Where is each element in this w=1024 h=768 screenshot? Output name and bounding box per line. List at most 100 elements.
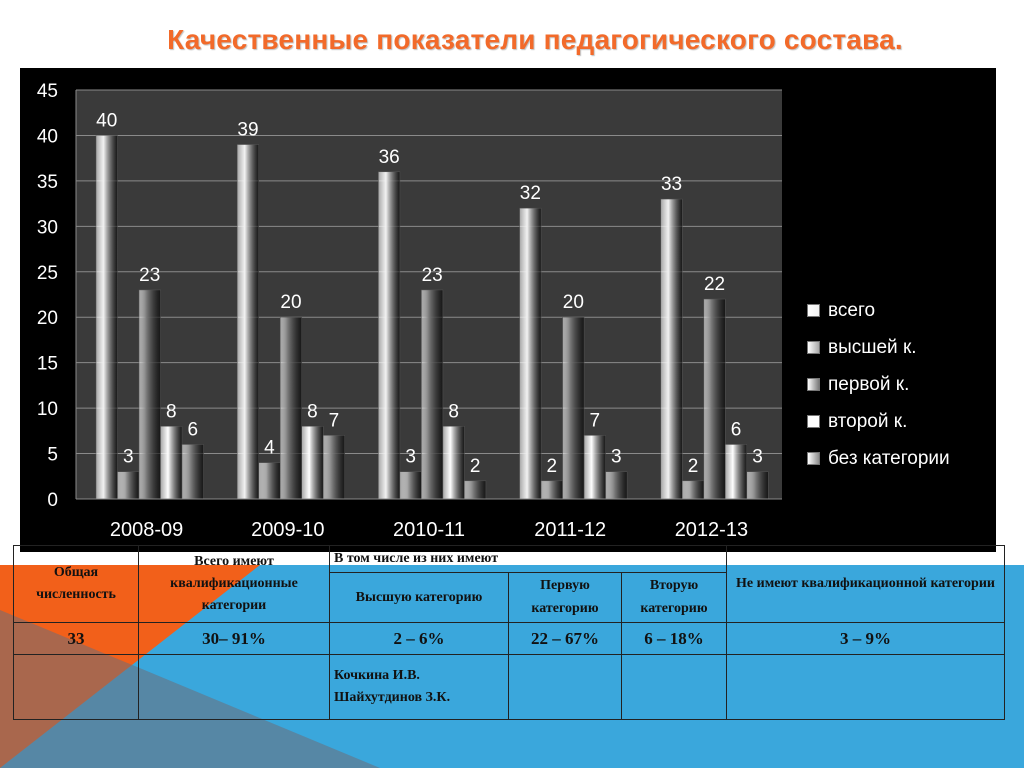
bar: [442, 426, 465, 500]
legend-item: высшей к.: [807, 329, 950, 366]
value-categories: 30– 91%: [138, 622, 330, 656]
value-total: 33: [13, 622, 139, 656]
data-label: 33: [661, 174, 682, 195]
legend-swatch: [807, 341, 820, 354]
table-row: 33 30– 91% 2 – 6% 22 – 67% 6 – 18% 3 – 9…: [13, 622, 1005, 656]
legend-swatch: [807, 304, 820, 317]
empty-cell: [508, 654, 622, 721]
data-label: 6: [731, 419, 742, 440]
page-title: Качественные показатели педагогического …: [167, 24, 903, 55]
data-label: 8: [448, 401, 459, 422]
bar: [583, 435, 606, 500]
header-of-them: В том числе из них имеют: [329, 544, 727, 574]
data-label: 36: [379, 147, 400, 168]
bar: [519, 207, 542, 500]
data-label: 20: [280, 292, 301, 313]
table-header-row: Общая численность Всего имеют квалификац…: [13, 544, 1005, 624]
data-label: 8: [307, 401, 318, 422]
value-highest: 2 – 6%: [329, 622, 509, 656]
data-label: 3: [752, 447, 763, 468]
data-label: 3: [405, 447, 416, 468]
bar: [746, 471, 769, 500]
teacher-name-1: Кочкина И.В.: [334, 667, 420, 683]
header-none: Не имеют квалификационной категории: [726, 544, 1005, 624]
y-tick-label: 40: [37, 126, 58, 147]
chart-legend: всего высшей к. первой к. второй к. без кате…: [807, 292, 950, 477]
empty-cell: [726, 654, 1005, 721]
empty-cell: [138, 654, 330, 721]
header-first: Первую категорию: [508, 572, 622, 624]
bar: [138, 289, 161, 500]
y-tick-label: 20: [37, 308, 58, 329]
bar: [322, 435, 345, 500]
legend-swatch: [807, 415, 820, 428]
chart-area: 0 5 10 15 20 25 30 35 40 45 40 3 23 8 6 2008-09 39 4 20 8 7 2…: [20, 68, 996, 552]
legend-item: второй к.: [807, 403, 950, 440]
header-total: Общая численность: [13, 544, 139, 624]
legend-item: первой к.: [807, 366, 950, 403]
bar: [181, 444, 204, 500]
legend-label: первой к.: [828, 373, 910, 395]
bar: [117, 471, 140, 500]
bar: [95, 135, 118, 500]
table-row: Кочкина И.В. Шайхутдинов З.К.: [13, 654, 1005, 721]
data-label: 22: [704, 274, 725, 295]
x-tick-label: 2008-09: [110, 519, 183, 541]
value-none: 3 – 9%: [726, 622, 1005, 656]
data-label: 20: [563, 292, 584, 313]
bar: [160, 426, 183, 500]
y-tick-label: 10: [37, 399, 58, 420]
legend-label: высшей к.: [828, 336, 917, 358]
data-label: 2: [547, 456, 558, 477]
legend-label: второй к.: [828, 410, 908, 432]
y-tick-label: 30: [37, 217, 58, 238]
data-label: 7: [590, 410, 601, 431]
data-label: 8: [166, 401, 177, 422]
bar: [703, 298, 726, 500]
table-subheader-row: Высшую категорию Первую категорию Вторую…: [14, 572, 1005, 624]
data-label: 39: [237, 120, 258, 141]
y-tick-label: 15: [37, 354, 58, 375]
x-tick-label: 2010-11: [393, 519, 465, 541]
legend-label: без категории: [828, 447, 950, 469]
bar: [399, 471, 422, 500]
bar: [562, 316, 585, 500]
x-tick-label: 2011-12: [534, 519, 606, 541]
teacher-name-2: Шайхутдинов З.К.: [334, 690, 451, 706]
legend-item: всего: [807, 292, 950, 329]
bar: [258, 462, 281, 500]
data-label: 4: [264, 438, 275, 459]
bar: [378, 171, 401, 500]
header-second: Вторую категорию: [621, 572, 727, 624]
bar: [682, 480, 705, 500]
data-label: 6: [187, 419, 198, 440]
value-first: 22 – 67%: [508, 622, 622, 656]
x-tick-label: 2012-13: [675, 519, 748, 541]
y-tick-label: 5: [47, 445, 58, 466]
legend-item: без категории: [807, 440, 950, 477]
bar: [301, 426, 324, 500]
bar: [236, 144, 259, 500]
data-label: 40: [96, 110, 117, 131]
bar: [725, 444, 748, 500]
data-label: 2: [470, 456, 481, 477]
data-label: 32: [520, 183, 541, 204]
y-tick-label: 45: [37, 81, 58, 102]
y-tick-label: 25: [37, 263, 58, 284]
bar: [279, 316, 302, 500]
y-tick-label: 0: [47, 490, 58, 511]
bar: [660, 198, 683, 500]
data-label: 2: [688, 456, 699, 477]
bar: [605, 471, 628, 500]
header-categories: Всего имеют квалификационные категории: [138, 544, 330, 624]
value-second: 6 – 18%: [621, 622, 727, 656]
legend-swatch: [807, 378, 820, 391]
data-label: 23: [139, 265, 160, 286]
x-tick-label: 2009-10: [251, 519, 324, 541]
data-label: 23: [422, 265, 443, 286]
empty-cell: [621, 654, 727, 721]
summary-table: Общая численность Всего имеют квалификац…: [13, 544, 1005, 721]
legend-label: всего: [828, 299, 876, 321]
y-tick-label: 35: [37, 172, 58, 193]
